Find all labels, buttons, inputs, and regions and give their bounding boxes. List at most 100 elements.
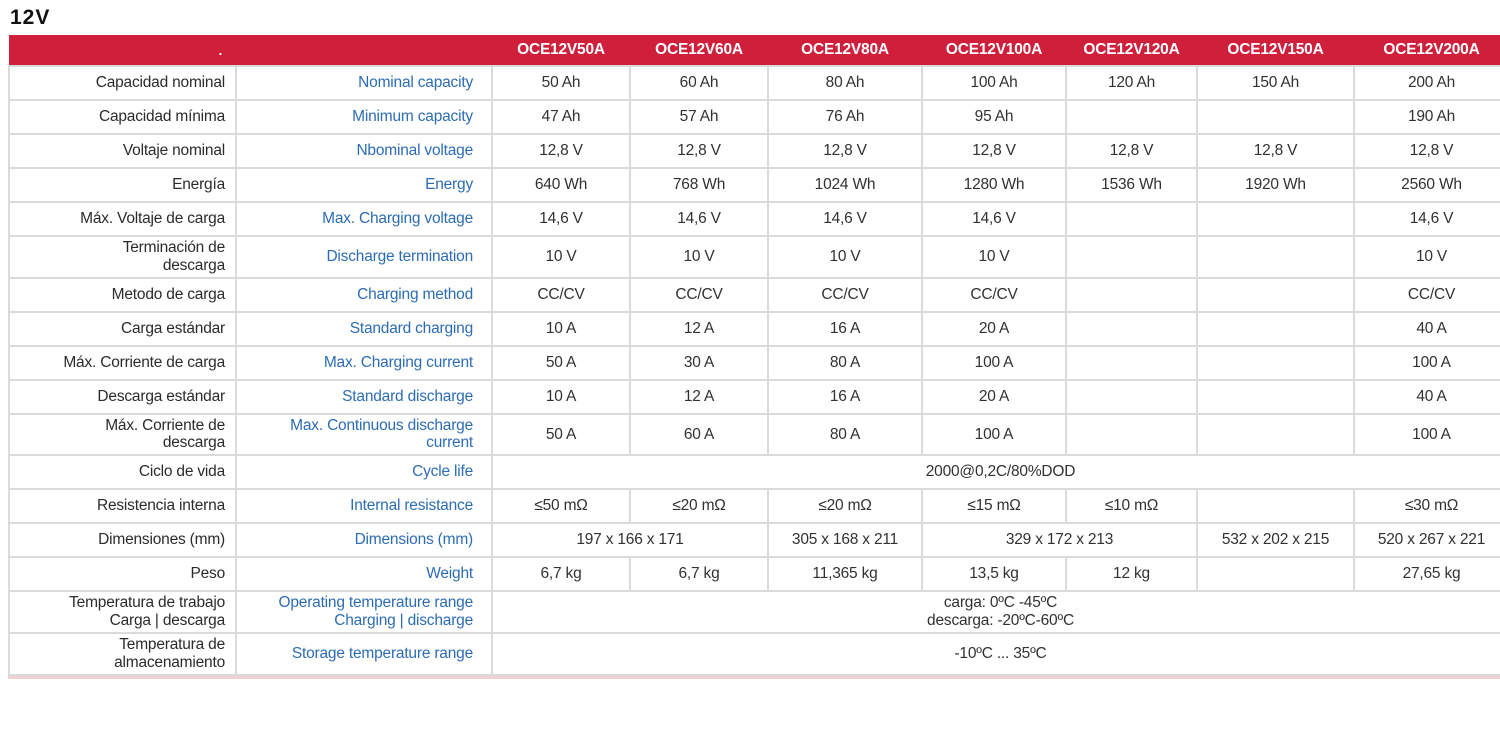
spec-value-cell: 1280 Wh xyxy=(921,167,1067,203)
row-label-english: Minimum capacity xyxy=(235,99,493,135)
spec-value-cell xyxy=(1196,556,1355,593)
row-label-english: Nominal capacity xyxy=(235,65,493,101)
table-row: Máx. Corriente de descarga Max. Continuou… xyxy=(8,412,1500,457)
table-row: Temperatura de trabajo Carga | descarga O… xyxy=(8,590,1500,634)
spec-value-cell: ≤50 mΩ xyxy=(491,488,631,525)
table-row: Resistencia interna Internal resistance ≤5… xyxy=(8,488,1500,525)
table-row: Temperatura de almacenamiento Storage tem… xyxy=(8,631,1500,676)
spec-value-cell xyxy=(1196,99,1355,135)
row-label-english: Internal resistance xyxy=(235,488,493,525)
spec-value-cell: 40 A xyxy=(1353,378,1500,415)
spec-value-cell: 12,8 V xyxy=(1065,133,1198,169)
spec-value-cell xyxy=(1196,378,1355,415)
spec-value-cell: ≤10 mΩ xyxy=(1065,488,1198,525)
spec-value-cell: ≤30 mΩ xyxy=(1353,488,1500,525)
spec-value-cell: ≤15 mΩ xyxy=(921,488,1067,525)
model-column-header: OCE12V50A xyxy=(492,35,630,66)
row-label-english: Max. Continuous discharge current xyxy=(235,412,493,457)
spec-value-cell: 12,8 V xyxy=(1196,133,1355,169)
table-row: Metodo de carga Charging method CC/CV CC/CV… xyxy=(8,276,1500,313)
page-title: 12V xyxy=(10,6,51,29)
spec-value-cell: 100 A xyxy=(1353,412,1500,457)
spec-value-cell: 60 A xyxy=(629,412,769,457)
spec-value-cell: 16 A xyxy=(767,378,923,415)
spec-value-cell xyxy=(1196,235,1355,279)
row-label-spanish: Carga estándar xyxy=(8,310,237,347)
spec-value-cell: 532 x 202 x 215 xyxy=(1196,522,1355,559)
spec-value-cell xyxy=(1196,310,1355,347)
spec-value-cell xyxy=(1065,99,1198,135)
spec-value-cell: 50 A xyxy=(491,412,631,457)
spec-value-cell: -10ºC ... 35ºC xyxy=(491,631,1500,676)
model-column-header: OCE12V200A xyxy=(1354,35,1500,66)
row-label-spanish: Temperatura de trabajo Carga | descarga xyxy=(8,590,237,634)
spec-value-cell: 12 kg xyxy=(1065,556,1198,593)
spec-value-cell: 150 Ah xyxy=(1196,65,1355,101)
spec-value-cell: CC/CV xyxy=(767,276,923,313)
spec-value-cell: 47 Ah xyxy=(491,99,631,135)
spec-value-cell: 76 Ah xyxy=(767,99,923,135)
spec-value-cell: 50 A xyxy=(491,344,631,381)
spec-value-cell: 12,8 V xyxy=(767,133,923,169)
spec-value-cell: 12 A xyxy=(629,378,769,415)
spec-value-cell: 80 A xyxy=(767,344,923,381)
row-label-english: Nbominal voltage xyxy=(235,133,493,169)
table-row: Peso Weight 6,7 kg 6,7 kg 11,365 kg 13,5 kg 12… xyxy=(8,556,1500,593)
spec-value-cell: 16 A xyxy=(767,310,923,347)
table-row: Ciclo de vida Cycle life 2000@0,2C/80%DOD xyxy=(8,454,1500,491)
table-row: Dimensiones (mm) Dimensions (mm) 197 x 166… xyxy=(8,522,1500,559)
spec-value-cell: 120 Ah xyxy=(1065,65,1198,101)
spec-value-cell: 12,8 V xyxy=(921,133,1067,169)
row-label-english: Weight xyxy=(235,556,493,593)
table-row: Máx. Corriente de carga Max. Charging cur… xyxy=(8,344,1500,381)
row-label-english: Standard discharge xyxy=(235,378,493,415)
spec-value-cell: 2560 Wh xyxy=(1353,167,1500,203)
spec-value-cell: 14,6 V xyxy=(629,201,769,237)
header-label-dot: . xyxy=(9,35,236,66)
row-label-spanish: Resistencia interna xyxy=(8,488,237,525)
spec-value-cell: CC/CV xyxy=(921,276,1067,313)
row-label-spanish: Descarga estándar xyxy=(8,378,237,415)
row-label-spanish: Ciclo de vida xyxy=(8,454,237,491)
row-label-english: Charging method xyxy=(235,276,493,313)
spec-value-cell: 12,8 V xyxy=(491,133,631,169)
spec-value-cell: 50 Ah xyxy=(491,65,631,101)
spec-value-cell: 13,5 kg xyxy=(921,556,1067,593)
row-label-english: Discharge termination xyxy=(235,235,493,279)
table-row: Capacidad nominal Nominal capacity 50 Ah 60… xyxy=(8,65,1500,101)
spec-value-cell: 11,365 kg xyxy=(767,556,923,593)
spec-value-cell xyxy=(1065,412,1198,457)
row-label-english: Energy xyxy=(235,167,493,203)
spec-value-cell: 329 x 172 x 213 xyxy=(921,522,1198,559)
row-label-english: Max. Charging current xyxy=(235,344,493,381)
spec-value-cell: 14,6 V xyxy=(491,201,631,237)
spec-value-cell: 12 A xyxy=(629,310,769,347)
spec-value-cell: 40 A xyxy=(1353,310,1500,347)
spec-value-cell: 80 A xyxy=(767,412,923,457)
spec-value-cell: carga: 0ºC -45ºC descarga: -20ºC-60ºC xyxy=(491,590,1500,634)
row-label-english: Dimensions (mm) xyxy=(235,522,493,559)
table-row: Energía Energy 640 Wh 768 Wh 1024 Wh 1280 Wh 1… xyxy=(8,167,1500,203)
row-label-english: Standard charging xyxy=(235,310,493,347)
spec-value-cell: 100 A xyxy=(921,344,1067,381)
table-row: Máx. Voltaje de carga Max. Charging volta… xyxy=(8,201,1500,237)
row-label-spanish: Metodo de carga xyxy=(8,276,237,313)
table-header-row: . OCE12V50A OCE12V60A OCE12V80A OCE12V100A OC… xyxy=(9,35,1500,66)
spec-value-cell xyxy=(1196,412,1355,457)
spec-value-cell: 197 x 166 x 171 xyxy=(491,522,769,559)
row-label-spanish: Temperatura de almacenamiento xyxy=(8,631,237,676)
spec-value-cell: 12,8 V xyxy=(629,133,769,169)
table-row: Capacidad mínima Minimum capacity 47 Ah 57 … xyxy=(8,99,1500,135)
spec-value-cell: 27,65 kg xyxy=(1353,556,1500,593)
spec-value-cell: 10 A xyxy=(491,378,631,415)
spec-value-cell: 80 Ah xyxy=(767,65,923,101)
spec-value-cell xyxy=(1065,201,1198,237)
spec-value-cell: 12,8 V xyxy=(1353,133,1500,169)
row-label-spanish: Máx. Corriente de carga xyxy=(8,344,237,381)
spec-value-cell xyxy=(1065,378,1198,415)
model-column-header: OCE12V100A xyxy=(922,35,1066,66)
spec-value-cell: 1920 Wh xyxy=(1196,167,1355,203)
spec-value-cell: CC/CV xyxy=(1353,276,1500,313)
spec-value-cell: 14,6 V xyxy=(921,201,1067,237)
